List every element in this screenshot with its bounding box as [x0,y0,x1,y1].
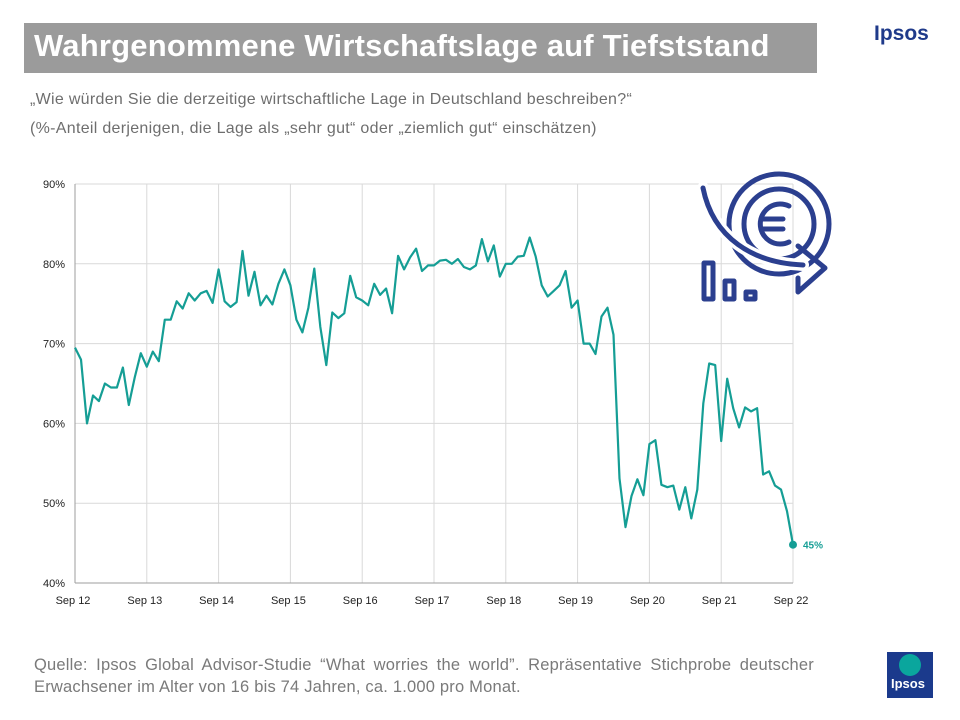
logo-circle [899,654,921,676]
x-tick-label: Sep 14 [199,595,234,607]
y-tick-label: 40% [43,578,65,590]
series-line [74,236,795,545]
bar-1 [701,260,716,302]
x-tick-label: Sep 19 [558,595,593,607]
euro-sign-arc [757,201,792,247]
x-tick-label: Sep 15 [271,595,306,607]
bar-3 [743,289,758,302]
y-tick-label: 80% [43,259,65,271]
y-tick-label: 60% [43,418,65,430]
x-axis: Sep 12 Sep 13 Sep 14 Sep 15 Sep 16 Sep 17 Sep … [56,582,809,607]
survey-question: „Wie würden Sie die derzeitige wirtschaf… [30,91,633,108]
y-axis: 40% 50% 60% 70% 80% 90% [43,179,76,590]
source-note: Quelle: Ipsos Global Advisor-Studie “Wha… [34,656,814,696]
bar-2 [722,278,737,302]
x-tick-label: Sep 20 [630,595,665,607]
x-tick-label: Sep 17 [415,595,450,607]
arrow-head [795,243,828,295]
x-tick-label: Sep 22 [774,595,809,607]
title-bar: Wahrgenommene Wirtschaftslage auf Tiefst… [24,23,817,73]
x-tick-label: Sep 18 [486,595,521,607]
y-tick-label: 90% [43,179,65,191]
end-point-marker [789,540,797,549]
x-tick-label: Sep 16 [343,595,378,607]
brand-wordmark: Ipsos [874,22,929,45]
ipsos-logo: Ipsos [887,652,933,698]
logo-text: Ipsos [891,676,925,691]
y-tick-label: 50% [43,498,65,510]
measure-note: (%-Anteil derjenigen, die Lage als „sehr… [30,120,597,137]
x-tick-label: Sep 21 [702,595,737,607]
series-layer: 45% [74,236,823,552]
x-tick-label: Sep 13 [127,595,162,607]
end-value-label: 45% [803,541,823,552]
euro-decline-icon [697,171,832,302]
outer-coin-ring [726,171,832,277]
page-title: Wahrgenommene Wirtschaftslage auf Tiefst… [34,28,770,63]
x-tick-label: Sep 12 [56,595,91,607]
y-tick-label: 70% [43,339,65,351]
arrow-curve [700,185,806,268]
